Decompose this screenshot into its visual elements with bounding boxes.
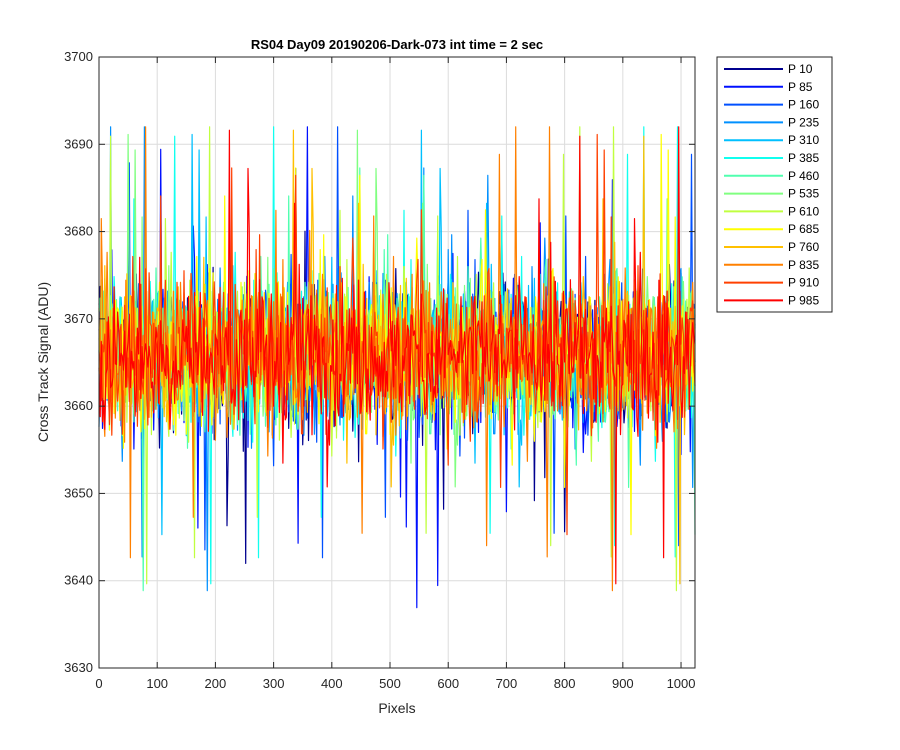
legend-label: P 460 [788, 169, 819, 183]
x-tick-label: 400 [321, 676, 343, 691]
legend-label: P 310 [788, 133, 819, 147]
series-line-p985 [98, 126, 696, 585]
x-tick-label: 800 [554, 676, 576, 691]
y-tick-label: 3660 [64, 398, 93, 413]
x-ticks: 0 100 200 300 400 500 600 700 800 900 1000 [95, 57, 695, 691]
x-tick-label: 900 [612, 676, 634, 691]
legend-label: P 610 [788, 204, 819, 218]
x-tick-label: 500 [379, 676, 401, 691]
legend-label: P 160 [788, 98, 819, 112]
legend-label: P 85 [788, 80, 813, 94]
x-tick-label: 0 [95, 676, 102, 691]
legend-label: P 985 [788, 293, 819, 307]
legend-label: P 535 [788, 187, 819, 201]
y-tick-label: 3650 [64, 485, 93, 500]
y-ticks: 3630 3640 3650 3660 3670 3680 3690 3700 [64, 49, 695, 675]
legend-label: P 385 [788, 151, 819, 165]
y-tick-label: 3630 [64, 660, 93, 675]
chart-title: RS04 Day09 20190206-Dark-073 int time = … [251, 37, 543, 52]
series-layer [98, 126, 696, 609]
x-axis-label: Pixels [378, 700, 415, 716]
y-tick-label: 3670 [64, 311, 93, 326]
legend-label: P 685 [788, 222, 819, 236]
legend-label: P 910 [788, 276, 819, 290]
legend: P 10 P 85 P 160 P 235 P 310 P 385 P 460 P 535 P … [716, 56, 833, 313]
legend-items: P 10 P 85 P 160 P 235 P 310 P 385 P 460 P 535 P … [724, 62, 819, 307]
y-tick-label: 3640 [64, 573, 93, 588]
x-tick-label: 700 [496, 676, 518, 691]
x-tick-label: 200 [205, 676, 227, 691]
legend-box [716, 56, 833, 313]
legend-label: P 835 [788, 258, 819, 272]
legend-label: P 760 [788, 240, 819, 254]
y-tick-label: 3700 [64, 49, 93, 64]
x-tick-label: 300 [263, 676, 285, 691]
legend-label: P 10 [788, 62, 813, 76]
x-tick-label: 600 [437, 676, 459, 691]
axes-box [98, 56, 696, 669]
y-tick-label: 3680 [64, 224, 93, 239]
y-axis-label: Cross Track Signal (ADU) [35, 282, 51, 442]
legend-label: P 235 [788, 115, 819, 129]
x-tick-label: 1000 [667, 676, 696, 691]
y-tick-label: 3690 [64, 136, 93, 151]
x-tick-label: 100 [146, 676, 168, 691]
